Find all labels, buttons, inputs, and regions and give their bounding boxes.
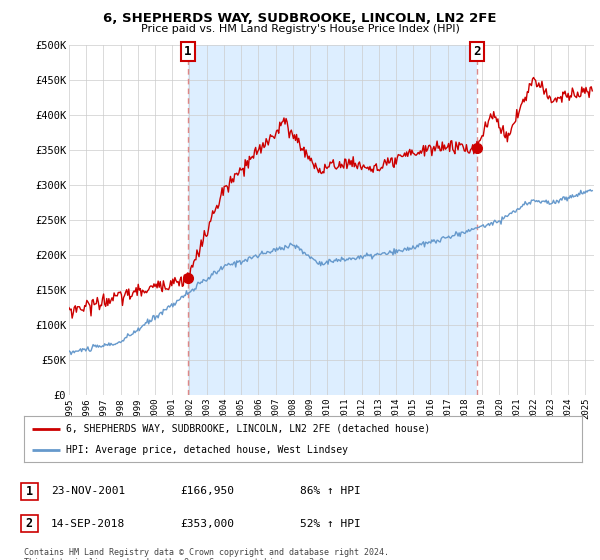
Text: HPI: Average price, detached house, West Lindsey: HPI: Average price, detached house, West…	[66, 445, 348, 455]
Text: £166,950: £166,950	[180, 486, 234, 496]
Text: 2: 2	[473, 45, 481, 58]
Text: 1: 1	[26, 484, 33, 498]
Text: 86% ↑ HPI: 86% ↑ HPI	[300, 486, 361, 496]
Text: 6, SHEPHERDS WAY, SUDBROOKE, LINCOLN, LN2 2FE: 6, SHEPHERDS WAY, SUDBROOKE, LINCOLN, LN…	[103, 12, 497, 25]
Text: 14-SEP-2018: 14-SEP-2018	[51, 519, 125, 529]
Text: 1: 1	[184, 45, 191, 58]
Text: Contains HM Land Registry data © Crown copyright and database right 2024.
This d: Contains HM Land Registry data © Crown c…	[24, 548, 389, 560]
Text: 52% ↑ HPI: 52% ↑ HPI	[300, 519, 361, 529]
Text: 23-NOV-2001: 23-NOV-2001	[51, 486, 125, 496]
Text: Price paid vs. HM Land Registry's House Price Index (HPI): Price paid vs. HM Land Registry's House …	[140, 24, 460, 34]
Text: £353,000: £353,000	[180, 519, 234, 529]
Text: 6, SHEPHERDS WAY, SUDBROOKE, LINCOLN, LN2 2FE (detached house): 6, SHEPHERDS WAY, SUDBROOKE, LINCOLN, LN…	[66, 424, 430, 434]
Text: 2: 2	[26, 517, 33, 530]
Bar	[188, 45, 477, 395]
